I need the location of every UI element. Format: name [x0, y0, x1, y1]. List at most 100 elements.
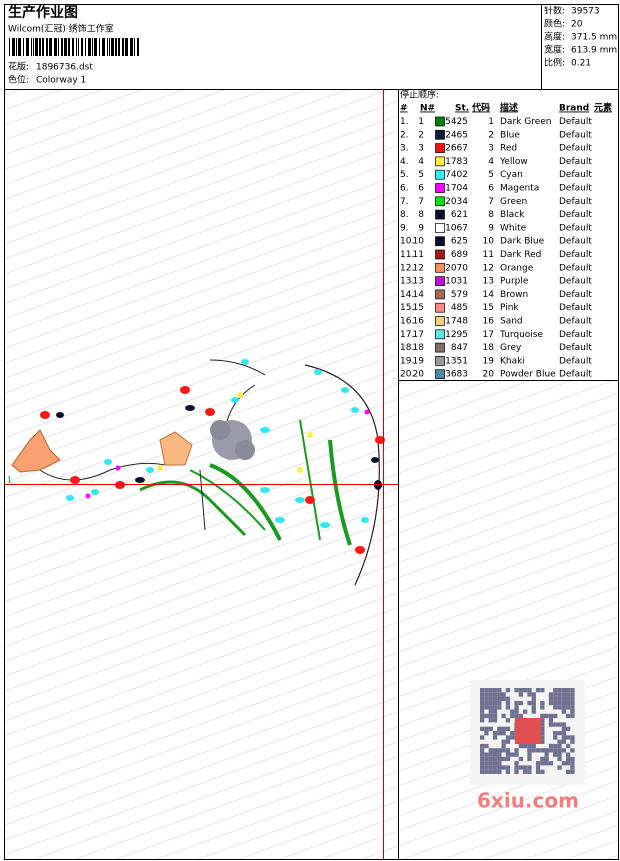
row-needle: 8	[418, 210, 424, 220]
row-index: 4.	[400, 157, 409, 167]
row-description: Pink	[500, 303, 519, 313]
row-index: 14.	[400, 290, 414, 300]
row-stitches: 689	[451, 250, 468, 260]
color-swatch	[435, 143, 445, 153]
row-brand: Default	[559, 263, 592, 273]
row-code: 8	[488, 210, 494, 220]
color-swatch	[435, 196, 445, 207]
column-header: #	[400, 104, 408, 114]
row-needle: 6	[418, 184, 424, 194]
row-index: 9.	[400, 223, 409, 233]
barcode	[8, 37, 140, 57]
color-swatch	[435, 369, 445, 380]
info-value: 20	[571, 20, 583, 30]
color-swatch	[435, 169, 445, 180]
row-stitches: 621	[451, 210, 468, 220]
row-index: 10.	[400, 237, 414, 247]
info-label: 颜色:	[544, 18, 565, 30]
info-label: 针数:	[544, 5, 565, 17]
row-brand: Default	[559, 303, 592, 313]
row-brand: Default	[559, 237, 592, 247]
color-swatch	[435, 223, 445, 233]
row-description: Dark Blue	[500, 237, 545, 247]
row-brand: Default	[559, 184, 592, 194]
row-needle: 17	[413, 330, 424, 340]
row-stitches: 5425	[445, 117, 468, 127]
row-code: 13	[483, 277, 494, 287]
row-code: 5	[488, 170, 494, 180]
embroidery-design	[11, 359, 385, 586]
row-stitches: 1295	[445, 330, 468, 340]
row-brand: Default	[559, 317, 592, 327]
lower-right-area	[399, 381, 618, 859]
row-code: 17	[483, 330, 494, 340]
color-swatch	[435, 356, 445, 366]
column-header: Brand	[559, 104, 589, 114]
row-stitches: 847	[451, 343, 468, 353]
row-needle: 3	[418, 144, 424, 154]
row-code: 7	[488, 197, 494, 207]
row-stitches: 1748	[445, 317, 468, 327]
row-description: Grey	[500, 343, 522, 353]
row-code: 9	[488, 223, 494, 233]
row-brand: Default	[559, 157, 592, 167]
row-needle: 13	[413, 277, 424, 287]
info-label: 宽度:	[544, 44, 565, 56]
row-description: Dark Red	[500, 250, 541, 260]
row-description: White	[500, 223, 527, 233]
column-header: 描述	[500, 102, 518, 114]
info-value: 371.5 mm	[571, 33, 617, 43]
row-index: 3.	[400, 144, 409, 154]
row-description: Orange	[500, 263, 534, 273]
row-description: Turquoise	[499, 330, 543, 340]
row-stitches: 625	[451, 237, 468, 247]
watermark: 6xiu.com	[477, 789, 579, 813]
row-description: Red	[500, 144, 517, 154]
row-needle: 5	[418, 170, 424, 180]
row-index: 6.	[400, 184, 409, 194]
row-brand: Default	[559, 117, 592, 127]
row-description: Khaki	[500, 356, 525, 366]
row-stitches: 1351	[445, 356, 468, 366]
row-needle: 4	[418, 157, 424, 167]
row-code: 15	[483, 303, 494, 313]
qr-watermark	[470, 680, 585, 785]
row-code: 12	[483, 263, 494, 273]
row-needle: 14	[413, 290, 425, 300]
color-swatch	[435, 289, 445, 300]
info-label: 高度:	[544, 31, 565, 43]
row-needle: 11	[413, 250, 424, 260]
row-index: 17.	[400, 330, 414, 340]
row-brand: Default	[559, 210, 592, 220]
color-swatch	[435, 249, 445, 260]
column-header: 代码	[471, 102, 490, 114]
row-stitches: 2667	[445, 144, 468, 154]
design-file: 1896736.dst	[36, 63, 93, 73]
row-index: 16.	[400, 317, 414, 327]
row-description: Purple	[500, 277, 529, 287]
row-needle: 16	[413, 317, 425, 327]
row-code: 20	[483, 370, 495, 380]
row-code: 1	[488, 117, 494, 127]
row-code: 14	[483, 290, 495, 300]
row-code: 4	[488, 157, 494, 167]
row-code: 19	[483, 356, 495, 366]
row-stitches: 2465	[445, 130, 468, 140]
design-label: 花版:	[8, 61, 29, 73]
row-code: 11	[483, 250, 494, 260]
color-swatch	[435, 183, 445, 193]
row-index: 15.	[400, 303, 414, 313]
column-header: N#	[420, 104, 435, 114]
color-swatch	[435, 236, 445, 247]
row-brand: Default	[559, 250, 592, 260]
row-needle: 20	[413, 370, 425, 380]
row-description: Powder Blue	[500, 370, 556, 380]
design-area	[5, 90, 398, 859]
row-brand: Default	[559, 170, 592, 180]
color-swatch	[435, 156, 445, 167]
column-header: St.	[455, 104, 469, 114]
design-marker: 1	[7, 476, 12, 485]
color-swatch	[435, 342, 445, 353]
row-index: 19.	[400, 356, 414, 366]
